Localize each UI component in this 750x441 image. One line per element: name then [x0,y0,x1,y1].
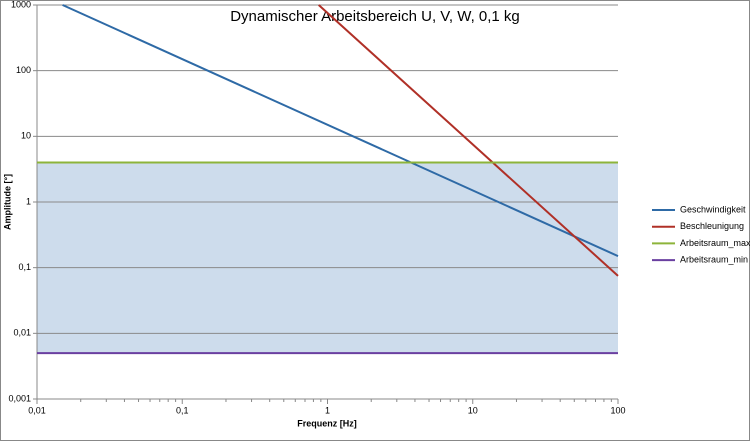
chart-title: Dynamischer Arbeitsbereich U, V, W, 0,1 … [230,8,520,25]
y-tick-label: 1000 [11,0,31,9]
x-tick-label: 10 [468,405,478,415]
x-tick-label: 0,1 [176,405,189,415]
legend-label: Beschleunigung [680,221,744,231]
y-tick-label: 1 [26,196,31,206]
y-axis-title: Amplitude [°] [2,174,12,230]
x-tick-label: 0,01 [28,405,46,415]
series-line [318,4,619,277]
y-tick-label: 100 [16,65,31,75]
x-tick-label: 100 [610,405,625,415]
x-tick-label: 1 [325,405,330,415]
y-tick-label: 10 [21,131,31,141]
legend-label: Geschwindigkeit [680,204,746,214]
y-tick-label: 0,01 [13,328,31,338]
x-axis-title: Frequenz [Hz] [297,418,357,428]
working-range-band [37,162,618,354]
y-tick-label: 0,001 [8,393,31,403]
legend-label: Arbeitsraum_min [680,254,748,264]
legend-label: Arbeitsraum_max [680,238,750,248]
series-line [62,4,619,258]
y-tick-label: 0,1 [18,262,31,272]
